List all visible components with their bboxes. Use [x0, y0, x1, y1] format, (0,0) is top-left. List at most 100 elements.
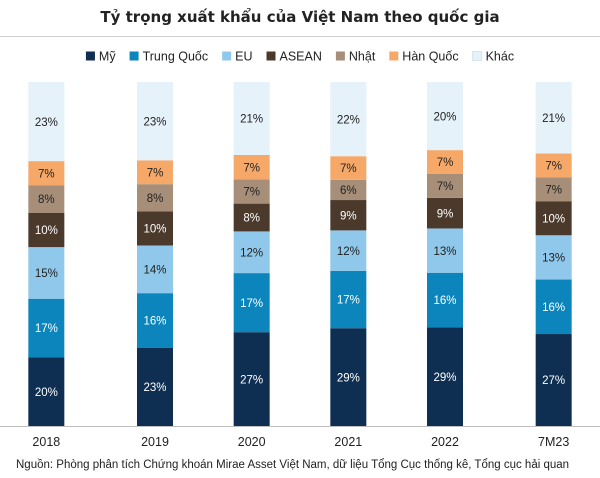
title-divider	[0, 36, 600, 37]
bar-segment-my-2021	[330, 328, 367, 426]
bar-segment-khac-2019	[137, 82, 173, 161]
bar-segment-trung-quoc-2019	[137, 293, 173, 348]
bar-segment-nhat-2020	[233, 179, 270, 204]
data-label-nhat-2019: 8%	[147, 193, 164, 205]
bar-segment-eu-7m23	[535, 235, 572, 280]
data-label-trung-quoc-2022: 16%	[433, 295, 456, 307]
data-label-my-2021: 29%	[337, 372, 360, 384]
bar-2021: 29% 17% 12% 9% 6% 7% 22%	[330, 82, 367, 426]
data-label-nhat-2020: 7%	[243, 187, 260, 199]
bar-segment-nhat-2021	[330, 179, 367, 201]
x-tick-label-2021: 2021	[334, 435, 362, 449]
data-label-khac-2022: 20%	[433, 111, 456, 123]
legend-swatch	[85, 51, 95, 61]
bar-segment-han-quoc-2021	[330, 156, 367, 180]
bar-segment-nhat-2022	[427, 173, 463, 198]
data-label-han-quoc-2022: 7%	[437, 157, 454, 169]
bar-segment-khac-2020	[233, 82, 270, 155]
data-label-khac-7m23: 21%	[542, 113, 565, 125]
bar-2020: 27% 17% 12% 8% 7% 7% 21%	[233, 82, 270, 426]
bar-segment-khac-2018	[28, 82, 65, 162]
legend-label: ASEAN	[280, 50, 322, 64]
data-label-my-2020: 27%	[240, 374, 263, 386]
data-label-han-quoc-2020: 7%	[243, 162, 260, 174]
data-label-trung-quoc-2018: 17%	[35, 323, 58, 335]
data-label-my-2022: 29%	[433, 372, 456, 384]
data-label-nhat-2021: 6%	[340, 185, 357, 197]
x-tick-label-2020: 2020	[238, 435, 266, 449]
bar-segment-han-quoc-2022	[427, 150, 463, 174]
bar-2022: 29% 16% 13% 9% 7% 7% 20%	[427, 82, 463, 426]
data-label-eu-2020: 12%	[240, 247, 263, 259]
data-label-asean-2019: 10%	[143, 224, 166, 236]
data-label-my-7m23: 27%	[542, 375, 565, 387]
bar-segment-eu-2020	[233, 231, 270, 274]
legend-item-eu: EU	[222, 50, 253, 64]
bar-segment-han-quoc-2018	[28, 161, 65, 186]
data-label-my-2018: 20%	[35, 387, 58, 399]
legend-item-trung-quoc: Trung Quốc	[129, 50, 209, 64]
legend: Mỹ Trung Quốc EU ASEAN Nhật Hàn Quốc Khác	[85, 50, 515, 64]
bar-segment-asean-2022	[427, 197, 463, 229]
bar-segment-trung-quoc-2020	[233, 273, 270, 333]
x-tick-label-2018: 2018	[32, 435, 60, 449]
data-label-han-quoc-2019: 7%	[147, 167, 164, 179]
legend-label: Trung Quốc	[143, 50, 209, 64]
legend-label: Nhật	[349, 50, 376, 64]
bar-segment-trung-quoc-7m23	[535, 279, 572, 335]
data-label-han-quoc-7m23: 7%	[545, 161, 562, 173]
bar-segment-trung-quoc-2022	[427, 272, 463, 328]
data-label-eu-2021: 12%	[337, 246, 360, 258]
bar-segment-nhat-7m23	[535, 177, 572, 202]
bar-segment-han-quoc-2019	[137, 160, 173, 185]
data-label-han-quoc-2021: 7%	[340, 163, 357, 175]
x-tick-label-2019: 2019	[141, 435, 169, 449]
x-tick-label-7m23: 7M23	[538, 435, 569, 449]
chart-title: Tỷ trọng xuất khẩu của Việt Nam theo quố…	[100, 8, 500, 26]
legend-swatch	[389, 51, 399, 61]
data-label-trung-quoc-2020: 17%	[240, 298, 263, 310]
bar-segment-my-7m23	[535, 334, 572, 426]
legend-item-han-quoc: Hàn Quốc	[389, 50, 459, 64]
bar-segment-khac-2021	[330, 82, 367, 157]
legend-item-my: Mỹ	[85, 50, 116, 64]
bar-segment-nhat-2018	[28, 185, 65, 213]
legend-item-asean: ASEAN	[266, 50, 322, 64]
x-tick-label-2022: 2022	[431, 435, 459, 449]
data-label-khac-2019: 23%	[143, 116, 166, 128]
data-label-eu-2018: 15%	[35, 268, 58, 280]
bar-segment-asean-2018	[28, 212, 65, 248]
data-label-khac-2021: 22%	[337, 114, 360, 126]
bar-segment-eu-2018	[28, 247, 65, 299]
data-label-eu-2022: 13%	[433, 246, 456, 258]
data-label-asean-2022: 9%	[437, 208, 454, 220]
legend-swatch	[129, 51, 139, 61]
legend-swatch	[335, 51, 345, 61]
legend-swatch	[222, 51, 232, 61]
bar-segment-eu-2019	[137, 245, 173, 294]
bar-segment-khac-7m23	[535, 82, 572, 154]
data-label-asean-7m23: 10%	[542, 213, 565, 225]
bar-segment-asean-2020	[233, 203, 270, 232]
legend-item-khac: Khác	[472, 50, 515, 64]
data-label-nhat-7m23: 7%	[545, 184, 562, 196]
legend-swatch	[266, 51, 276, 61]
bar-segment-trung-quoc-2021	[330, 270, 367, 329]
data-label-khac-2018: 23%	[35, 117, 58, 129]
bar-segment-nhat-2019	[137, 184, 173, 212]
legend-label: Khác	[486, 50, 515, 64]
data-label-khac-2020: 21%	[240, 114, 263, 126]
data-label-asean-2021: 9%	[340, 210, 357, 222]
source-note: Nguồn: Phòng phân tích Chứng khoán Mirae…	[16, 459, 570, 471]
data-label-trung-quoc-2019: 16%	[143, 316, 166, 328]
bar-2018: 20% 17% 15% 10% 8% 7% 23%	[28, 82, 65, 426]
data-label-nhat-2022: 7%	[437, 181, 454, 193]
data-label-nhat-2018: 8%	[38, 194, 55, 206]
data-label-asean-2020: 8%	[243, 213, 260, 225]
bar-7m23: 27% 16% 13% 10% 7% 7% 21%	[535, 82, 572, 426]
legend-swatch	[472, 51, 483, 61]
legend-label: Hàn Quốc	[402, 50, 458, 64]
bar-segment-asean-7m23	[535, 201, 572, 236]
bars: 20% 17% 15% 10% 8% 7% 23% 23% 16% 14% 10% 8% 7% 23% 27…	[28, 82, 572, 426]
